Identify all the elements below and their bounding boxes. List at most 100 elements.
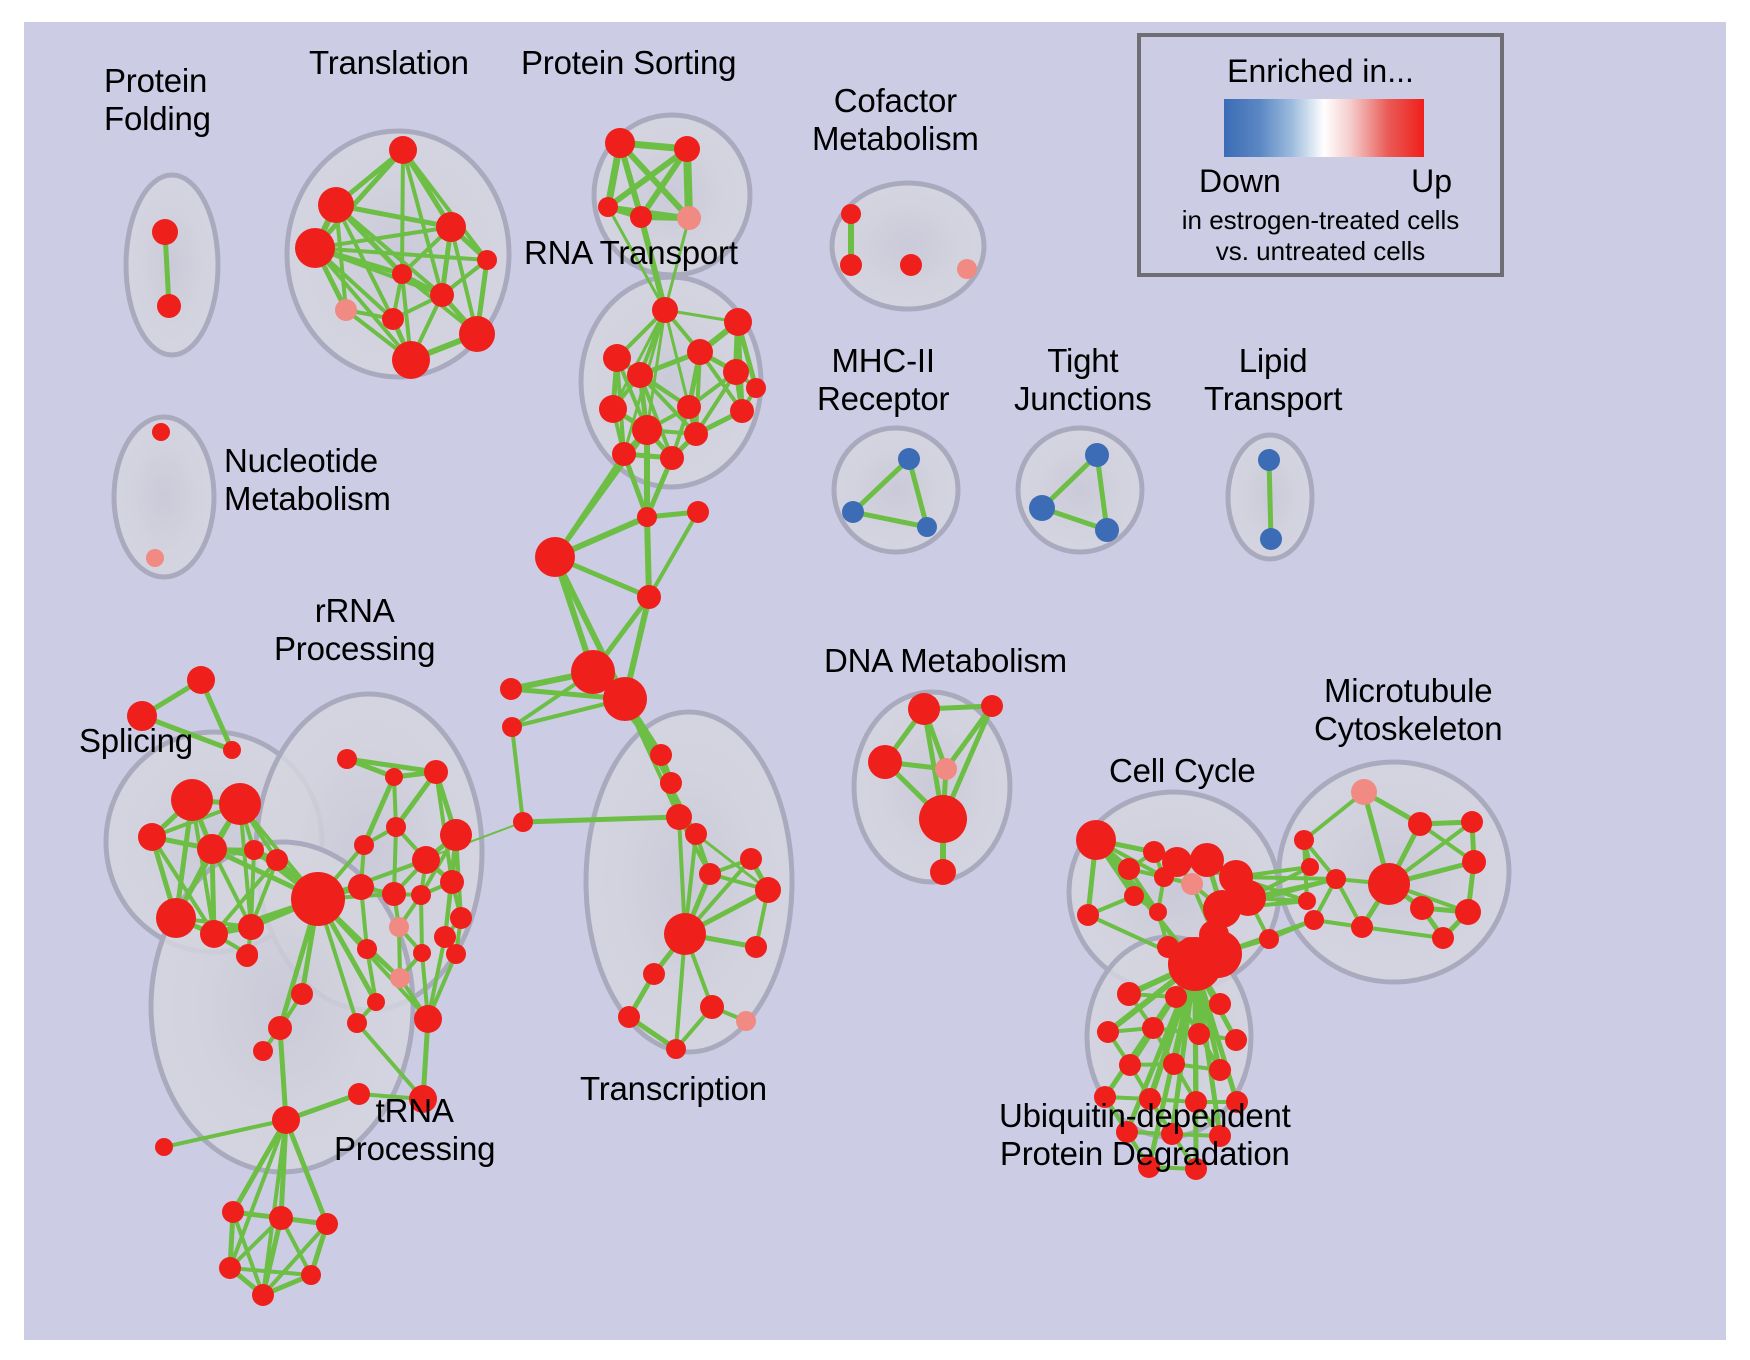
network-node[interactable]: [842, 501, 864, 523]
network-edge[interactable]: [510, 725, 525, 824]
network-node[interactable]: [637, 585, 661, 609]
network-node[interactable]: [354, 835, 374, 855]
network-node[interactable]: [386, 817, 406, 837]
network-node[interactable]: [666, 804, 692, 830]
network-node[interactable]: [1461, 811, 1483, 833]
network-node[interactable]: [1259, 929, 1279, 949]
network-node[interactable]: [138, 823, 166, 851]
network-node[interactable]: [171, 779, 213, 821]
network-node[interactable]: [840, 254, 862, 276]
network-node[interactable]: [1258, 449, 1280, 471]
cluster-ellipse-cofactor-metabolism[interactable]: [829, 180, 987, 312]
network-node[interactable]: [643, 963, 665, 985]
network-node[interactable]: [414, 1005, 442, 1033]
network-node[interactable]: [1408, 812, 1432, 836]
network-node[interactable]: [1097, 1021, 1119, 1043]
network-node[interactable]: [957, 259, 977, 279]
network-node[interactable]: [687, 339, 713, 365]
network-edge[interactable]: [850, 509, 930, 530]
network-node[interactable]: [337, 749, 357, 769]
network-node[interactable]: [868, 745, 902, 779]
network-node[interactable]: [684, 422, 708, 446]
network-edge[interactable]: [334, 203, 444, 297]
network-node[interactable]: [981, 695, 1003, 717]
network-node[interactable]: [1188, 1023, 1210, 1045]
network-node[interactable]: [1185, 1091, 1207, 1113]
cluster-ellipse-protein-folding[interactable]: [123, 172, 221, 358]
network-node[interactable]: [745, 936, 767, 958]
network-node[interactable]: [1116, 1121, 1138, 1143]
network-edge[interactable]: [694, 350, 702, 436]
cluster-ellipse-nucleotide-metabolism[interactable]: [111, 414, 217, 580]
network-node[interactable]: [660, 772, 682, 794]
network-node[interactable]: [730, 399, 754, 423]
network-node[interactable]: [1185, 1158, 1207, 1180]
network-node[interactable]: [917, 517, 937, 537]
cluster-ellipse-tight-junctions[interactable]: [1015, 425, 1145, 555]
network-edge[interactable]: [261, 1118, 288, 1297]
network-edge[interactable]: [313, 246, 413, 362]
network-node[interactable]: [155, 1138, 173, 1156]
network-node[interactable]: [1029, 495, 1055, 521]
network-edge[interactable]: [647, 510, 700, 599]
network-edge[interactable]: [361, 774, 397, 848]
network-edge[interactable]: [231, 1210, 265, 1297]
network-node[interactable]: [1301, 858, 1319, 876]
network-node[interactable]: [1304, 910, 1324, 930]
network-node[interactable]: [603, 344, 631, 372]
network-node[interactable]: [677, 395, 701, 419]
network-edge[interactable]: [228, 1118, 288, 1270]
network-node[interactable]: [389, 917, 409, 937]
network-node[interactable]: [382, 882, 406, 906]
network-node[interactable]: [1085, 443, 1109, 467]
network-node[interactable]: [1209, 1059, 1231, 1081]
network-node[interactable]: [272, 1106, 300, 1134]
network-node[interactable]: [1432, 927, 1454, 949]
network-edge[interactable]: [277, 1025, 289, 1123]
network-node[interactable]: [1143, 841, 1165, 863]
network-edge[interactable]: [606, 205, 667, 312]
network-node[interactable]: [618, 1006, 640, 1028]
network-edge[interactable]: [850, 456, 912, 515]
network-node[interactable]: [436, 212, 466, 242]
network-node[interactable]: [244, 840, 264, 860]
network-node[interactable]: [1226, 1091, 1248, 1113]
network-edge[interactable]: [401, 148, 489, 262]
network-node[interactable]: [382, 308, 404, 330]
network-node[interactable]: [291, 983, 313, 1005]
network-node[interactable]: [502, 717, 522, 737]
network-node[interactable]: [1181, 873, 1203, 895]
network-node[interactable]: [269, 1206, 293, 1230]
network-edge[interactable]: [694, 832, 770, 892]
network-edge[interactable]: [605, 146, 690, 210]
network-node[interactable]: [152, 423, 170, 441]
network-node[interactable]: [446, 944, 466, 964]
network-node[interactable]: [152, 219, 178, 245]
network-node[interactable]: [450, 907, 472, 929]
network-edge[interactable]: [260, 1215, 284, 1298]
network-node[interactable]: [440, 870, 464, 894]
network-node[interactable]: [935, 758, 957, 780]
network-node[interactable]: [156, 898, 196, 938]
network-node[interactable]: [1351, 779, 1377, 805]
network-edge[interactable]: [150, 835, 216, 936]
network-node[interactable]: [1076, 820, 1116, 860]
network-node[interactable]: [219, 1257, 241, 1279]
network-node[interactable]: [219, 783, 261, 825]
network-node[interactable]: [535, 537, 575, 577]
network-node[interactable]: [919, 795, 967, 843]
network-node[interactable]: [424, 760, 448, 784]
network-node[interactable]: [295, 228, 335, 268]
network-edge[interactable]: [228, 1266, 313, 1277]
network-node[interactable]: [1194, 930, 1242, 978]
network-node[interactable]: [513, 812, 533, 832]
network-node[interactable]: [723, 359, 749, 385]
network-edge[interactable]: [663, 216, 691, 312]
network-node[interactable]: [347, 1013, 367, 1033]
network-node[interactable]: [674, 136, 700, 162]
network-edge[interactable]: [617, 140, 692, 221]
network-edge[interactable]: [638, 146, 690, 220]
network-node[interactable]: [632, 415, 662, 445]
network-node[interactable]: [252, 1284, 274, 1306]
network-node[interactable]: [268, 1016, 292, 1040]
